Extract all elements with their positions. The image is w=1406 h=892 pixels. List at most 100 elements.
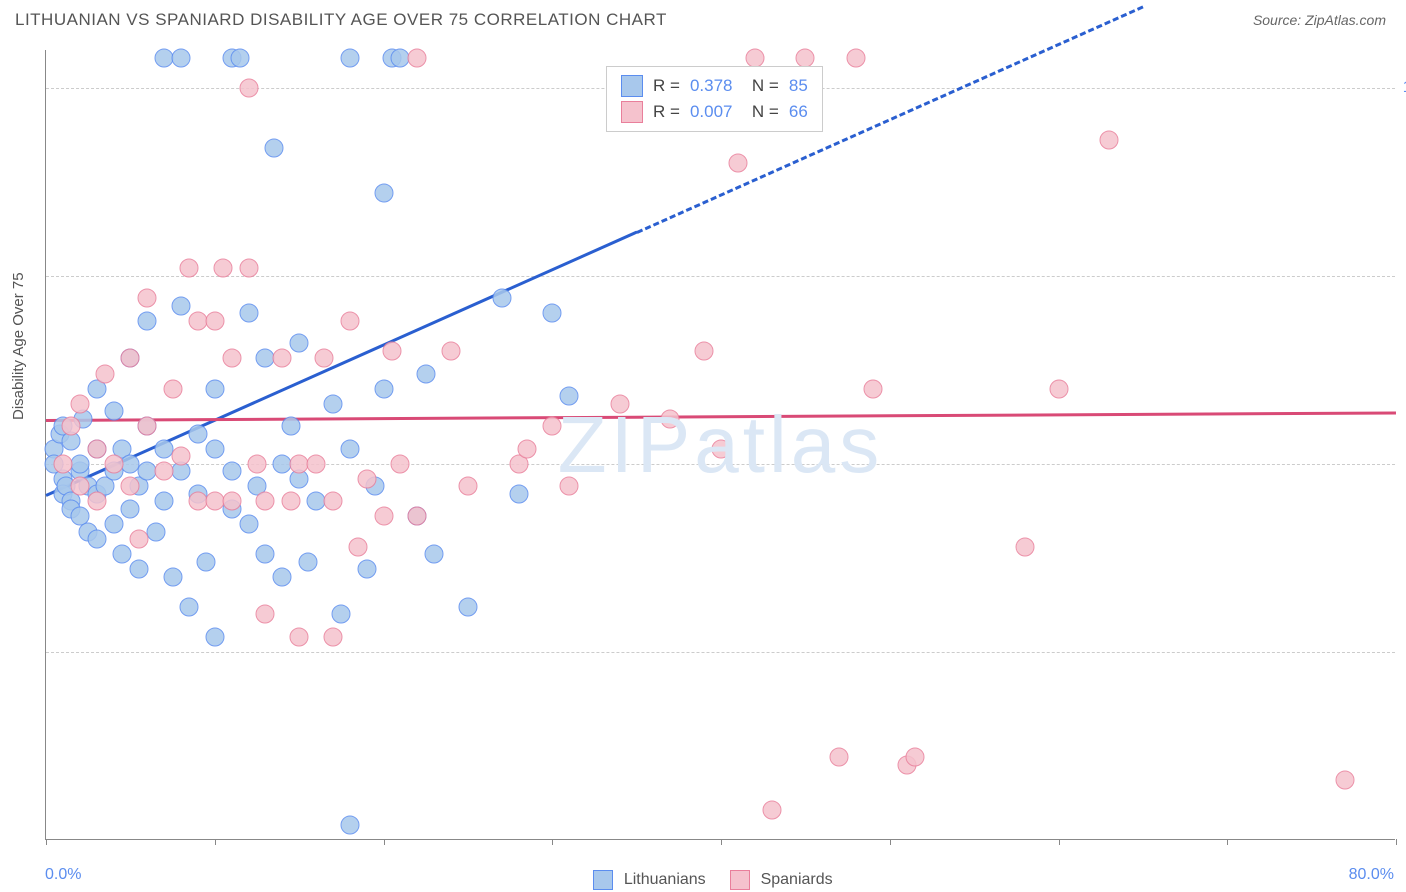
data-point — [340, 815, 359, 834]
y-axis-title: Disability Age Over 75 — [10, 272, 27, 420]
data-point — [374, 507, 393, 526]
data-point — [374, 183, 393, 202]
data-point — [205, 627, 224, 646]
data-point — [281, 492, 300, 511]
data-point — [728, 153, 747, 172]
data-point — [442, 341, 461, 360]
data-point — [197, 552, 216, 571]
legend-r-value: 0.007 — [690, 102, 733, 122]
data-point — [281, 417, 300, 436]
data-point — [298, 552, 317, 571]
data-point — [205, 439, 224, 458]
data-point — [256, 605, 275, 624]
data-point — [408, 48, 427, 67]
legend-row-spaniards: R = 0.007 N = 66 — [621, 99, 808, 125]
data-point — [87, 492, 106, 511]
legend-r-label: R = — [653, 102, 680, 122]
data-point — [340, 311, 359, 330]
data-point — [62, 417, 81, 436]
data-point — [695, 341, 714, 360]
data-point — [112, 545, 131, 564]
legend-n-value: 66 — [789, 102, 808, 122]
data-point — [172, 447, 191, 466]
data-point — [70, 477, 89, 496]
scatter-chart: ZIPatlas R = 0.378 N = 85 R = 0.007 N = … — [45, 50, 1395, 840]
data-point — [492, 289, 511, 308]
data-point — [863, 379, 882, 398]
data-point — [239, 78, 258, 97]
data-point — [1015, 537, 1034, 556]
legend-series-label: Spaniards — [761, 871, 833, 888]
data-point — [796, 48, 815, 67]
data-point — [906, 748, 925, 767]
data-point — [205, 311, 224, 330]
data-point — [458, 477, 477, 496]
data-point — [146, 522, 165, 541]
data-point — [357, 560, 376, 579]
data-point — [70, 394, 89, 413]
data-point — [129, 560, 148, 579]
data-point — [323, 627, 342, 646]
data-point — [96, 364, 115, 383]
data-point — [231, 48, 250, 67]
data-point — [416, 364, 435, 383]
data-point — [205, 379, 224, 398]
swatch-icon — [621, 75, 643, 97]
data-point — [239, 304, 258, 323]
data-point — [847, 48, 866, 67]
data-point — [138, 417, 157, 436]
data-point — [121, 349, 140, 368]
data-point — [610, 394, 629, 413]
data-point — [222, 492, 241, 511]
data-point — [560, 387, 579, 406]
legend-series-label: Lithuanians — [624, 871, 706, 888]
data-point — [121, 499, 140, 518]
data-point — [543, 417, 562, 436]
legend-n-label: N = — [742, 76, 778, 96]
data-point — [163, 379, 182, 398]
data-point — [290, 627, 309, 646]
data-point — [87, 439, 106, 458]
data-point — [222, 349, 241, 368]
data-point — [104, 402, 123, 421]
data-point — [374, 379, 393, 398]
data-point — [214, 259, 233, 278]
data-point — [391, 454, 410, 473]
data-point — [458, 597, 477, 616]
data-point — [340, 439, 359, 458]
data-point — [239, 259, 258, 278]
data-point — [129, 530, 148, 549]
data-point — [172, 48, 191, 67]
swatch-icon — [730, 870, 750, 890]
data-point — [104, 454, 123, 473]
data-point — [138, 289, 157, 308]
legend-n-value: 85 — [789, 76, 808, 96]
data-point — [745, 48, 764, 67]
data-point — [332, 605, 351, 624]
data-point — [762, 800, 781, 819]
data-point — [543, 304, 562, 323]
series-legend: Lithuanians Spaniards — [0, 870, 1406, 890]
data-point — [273, 567, 292, 586]
data-point — [1049, 379, 1068, 398]
data-point — [830, 748, 849, 767]
data-point — [307, 454, 326, 473]
data-point — [172, 296, 191, 315]
data-point — [163, 567, 182, 586]
data-point — [349, 537, 368, 556]
data-point — [357, 469, 376, 488]
correlation-legend: R = 0.378 N = 85 R = 0.007 N = 66 — [606, 66, 823, 132]
swatch-icon — [593, 870, 613, 890]
data-point — [239, 515, 258, 534]
data-point — [425, 545, 444, 564]
data-point — [87, 530, 106, 549]
data-point — [382, 341, 401, 360]
data-point — [560, 477, 579, 496]
data-point — [70, 454, 89, 473]
data-point — [323, 492, 342, 511]
legend-row-lithuanians: R = 0.378 N = 85 — [621, 73, 808, 99]
data-point — [273, 349, 292, 368]
data-point — [264, 138, 283, 157]
data-point — [155, 492, 174, 511]
data-point — [315, 349, 334, 368]
